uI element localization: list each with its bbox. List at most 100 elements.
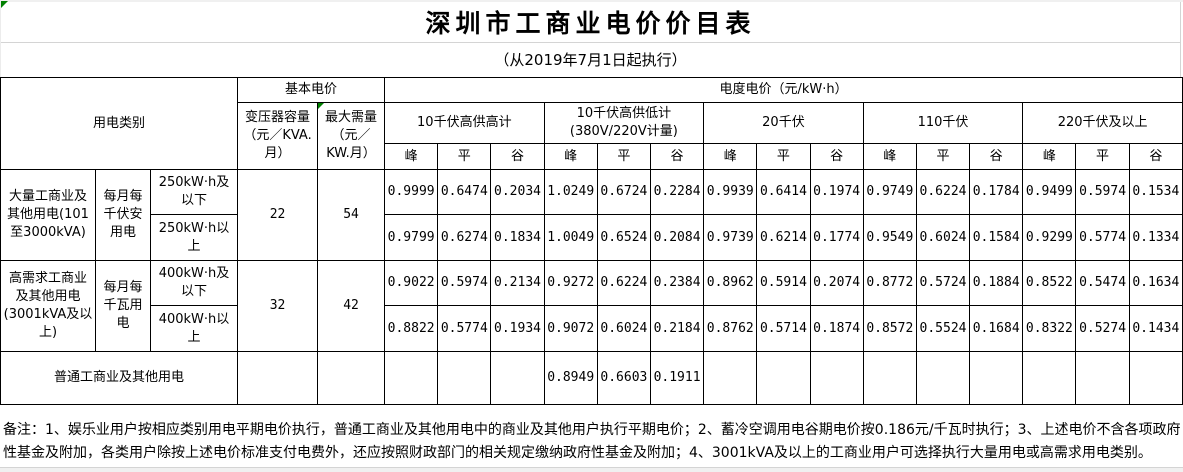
price-cell: 0.1774: [809, 214, 864, 261]
voltage-header: 10千伏高供低计(380V/220V计量): [543, 102, 705, 144]
table-row: 高需求工商业及其他用电(3001kVA及以上) 每月每千瓦用电 400kW·h及…: [0, 260, 1183, 352]
price-cell: 0.6524: [596, 214, 651, 261]
excel-error-indicator-icon: [318, 103, 325, 109]
price-cell: [756, 351, 811, 405]
period-header: 平: [596, 143, 651, 170]
price-cell: 0.9299: [1022, 214, 1077, 261]
sheet-bottom-margin: [0, 467, 1183, 472]
price-cell: 0.2084: [649, 214, 705, 261]
price-cell: 0.2184: [649, 305, 705, 352]
period-header: 平: [915, 143, 971, 170]
price-cell: 0.9549: [862, 214, 917, 261]
table-row: 大量工商业及其他用电(101至3000kVA) 每月每千伏安用电 250kW·h…: [0, 169, 1183, 261]
price-cell: 0.1974: [809, 169, 864, 215]
price-cell: [969, 351, 1024, 405]
price-cell: 0.8762: [703, 305, 758, 352]
period-header: 平: [437, 143, 492, 170]
price-cell: 0.2134: [490, 260, 545, 306]
price-cell: 0.8949: [543, 351, 598, 405]
transformer-capacity-cell: 32: [237, 260, 319, 352]
period-header: 平: [756, 143, 811, 170]
voltage-header: 220千伏及以上: [1022, 102, 1183, 144]
table-row: 400kW·h以上 0.8822 0.5774 0.1934 0.9072 0.…: [1, 305, 1183, 352]
footnote-line: 备注：1、娱乐业用户按相应类别用电平期电价执行，普通工商业及其他用电中的商业及其…: [3, 422, 1181, 438]
page-title: 深圳市工商业电价价目表: [425, 9, 756, 38]
period-header: 平: [1075, 143, 1130, 170]
price-cell: [437, 351, 492, 405]
price-cell: 0.5524: [915, 305, 971, 352]
price-cell: 0.6214: [756, 214, 811, 261]
price-cell: 0.8522: [1022, 260, 1077, 306]
price-cell: 0.2284: [649, 169, 705, 215]
category-header: 用电类别: [0, 77, 239, 170]
price-cell: 0.5774: [1075, 214, 1130, 261]
price-cell: 0.1911: [649, 351, 705, 405]
price-cell: 0.9749: [862, 169, 917, 215]
price-cell: 0.5774: [437, 305, 492, 352]
excel-error-indicator-icon: [1, 1, 8, 8]
price-cell: [915, 351, 971, 405]
sheet-top-margin: [0, 0, 1183, 2]
price-cell: 0.9939: [703, 169, 758, 215]
price-cell: [809, 351, 864, 405]
period-header: 峰: [703, 143, 758, 170]
tier-cell: 400kW·h及以下: [149, 260, 239, 306]
price-cell: 1.0049: [543, 214, 598, 261]
price-cell: 0.6224: [915, 169, 971, 215]
price-cell: 0.5914: [756, 260, 811, 306]
price-cell: 0.6024: [596, 305, 651, 352]
price-cell: 0.6603: [596, 351, 651, 405]
transformer-capacity-cell: 22: [237, 169, 319, 261]
price-cell: [862, 351, 917, 405]
price-cell: 0.9072: [543, 305, 598, 352]
table-header-area: 深圳市工商业电价价目表 （从2019年7月1日起执行）: [0, 2, 1181, 77]
price-cell: 0.6024: [915, 214, 971, 261]
price-cell: 0.1584: [969, 214, 1024, 261]
table-row: 250kW·h以上 0.9799 0.6274 0.1834 1.0049 0.…: [1, 214, 1183, 261]
effective-date: （从2019年7月1日起执行）: [494, 51, 687, 69]
price-cell: 0.5724: [915, 260, 971, 306]
price-cell: 0.5714: [756, 305, 811, 352]
header-row-3: 峰 平 谷 峰 平 谷 峰 平 谷 峰 平 谷 峰 平 谷: [1, 143, 1183, 170]
price-cell: 0.8962: [703, 260, 758, 306]
max-demand-cell: [317, 351, 386, 405]
price-cell: [1075, 351, 1130, 405]
price-cell: [490, 351, 545, 405]
footnote-line: 性基金及附加，各类用户除按上述电价标准支付电费外，还应按照财政部门的相关规定缴纳…: [3, 445, 1152, 461]
price-cell: 0.5974: [1075, 169, 1130, 215]
period-header: 峰: [862, 143, 917, 170]
price-cell: 0.6274: [437, 214, 492, 261]
category-cell: 大量工商业及其他用电(101至3000kVA): [0, 169, 96, 261]
period-header: 谷: [809, 143, 864, 170]
energy-price-header: 电度电价（元/kW·h）: [384, 77, 1183, 103]
header-row-1: 用电类别 基本电价 电度电价（元/kW·h）: [0, 77, 1183, 170]
price-cell: 0.8322: [1022, 305, 1077, 352]
price-cell: 0.9022: [384, 260, 439, 306]
price-cell: 0.8822: [384, 305, 439, 352]
voltage-header: 20千伏: [703, 102, 864, 144]
price-cell: 0.6224: [596, 260, 651, 306]
period-header: 峰: [384, 143, 439, 170]
price-cell: 1.0249: [543, 169, 598, 215]
voltage-header: 110千伏: [862, 102, 1024, 144]
max-demand-header: 最大需量（元／KW.月）: [317, 102, 386, 170]
price-cell: 0.9499: [1022, 169, 1077, 215]
price-cell: 0.9799: [384, 214, 439, 261]
price-cell: 0.2034: [490, 169, 545, 215]
price-table: 用电类别 基本电价 电度电价（元/kW·h） 变压器容量（元／KVA.月） 最大…: [0, 77, 1183, 405]
tier-cell: 250kW·h及以下: [149, 169, 239, 215]
period-header: 谷: [490, 143, 545, 170]
period-header: 峰: [543, 143, 598, 170]
period-header: 谷: [969, 143, 1024, 170]
period-header: 谷: [649, 143, 705, 170]
subtitle-row: （从2019年7月1日起执行）: [1, 43, 1180, 76]
header-row-2: 变压器容量（元／KVA.月） 最大需量（元／KW.月） 10千伏高供高计 10千…: [1, 102, 1183, 170]
price-cell: 0.9272: [543, 260, 598, 306]
price-cell: 0.8572: [862, 305, 917, 352]
title-row: 深圳市工商业电价价目表: [1, 2, 1180, 43]
price-cell: 0.1434: [1128, 305, 1183, 352]
price-cell: 0.1934: [490, 305, 545, 352]
price-cell: 0.1874: [809, 305, 864, 352]
price-cell: 0.1784: [969, 169, 1024, 215]
price-cell: [703, 351, 758, 405]
